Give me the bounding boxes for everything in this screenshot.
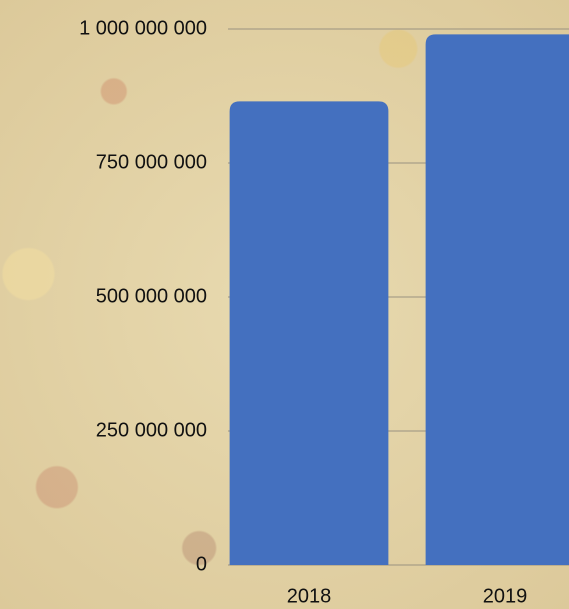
bar: [425, 34, 569, 565]
y-tick-label: 250 000 000: [96, 419, 207, 441]
bar: [229, 101, 389, 566]
y-tick-label: 500 000 000: [96, 285, 207, 307]
x-tick-label: 2019: [483, 585, 528, 607]
x-tick-label: 2018: [287, 585, 332, 607]
y-tick-label: 1 000 000 000: [79, 17, 207, 39]
y-tick-label: 750 000 000: [96, 151, 207, 173]
y-tick-label: 0: [196, 553, 207, 575]
